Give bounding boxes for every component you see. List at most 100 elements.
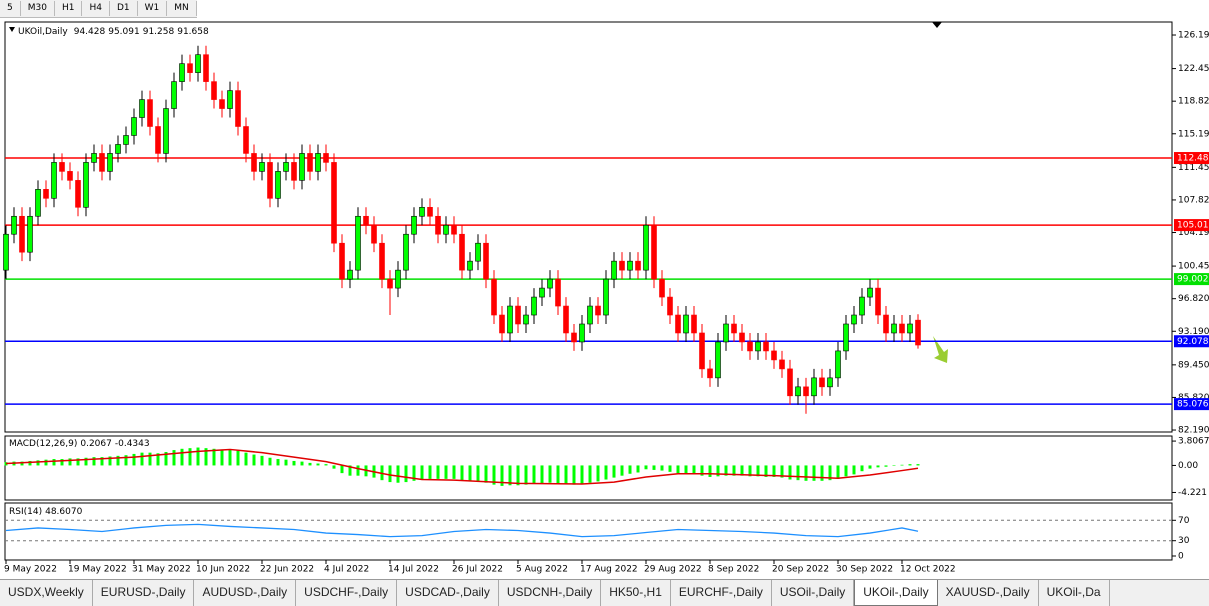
macd-bar (772, 465, 776, 477)
candle-body (43, 189, 49, 199)
timeframe-button[interactable]: M30 (21, 1, 55, 16)
macd-bar (284, 459, 288, 466)
candle-body (883, 314, 889, 334)
candle-body (363, 215, 369, 226)
candle-body (11, 215, 17, 235)
candle-body (123, 135, 129, 145)
chart-tab[interactable]: AUDUSD-,Daily (194, 580, 297, 606)
candle-body (595, 305, 601, 316)
macd-bar (596, 465, 600, 482)
macd-bar (860, 465, 864, 472)
macd-label: MACD(12,26,9) (9, 439, 77, 449)
chart: UKOil,Daily 94.428 95.091 91.258 91.658 MACD… (3, 21, 1209, 575)
arrow-annotation (933, 336, 948, 363)
macd-bar (628, 465, 632, 474)
macd-bar (228, 449, 232, 466)
macd-y-tick-label: -4.221 (1178, 488, 1207, 498)
macd-bar (332, 465, 336, 469)
macd-bar (396, 465, 400, 483)
candle-body (891, 323, 897, 334)
macd-bar (132, 453, 136, 466)
candle-body (459, 233, 465, 271)
chart-tab[interactable]: UKOil-,Da (1039, 580, 1110, 606)
candle-body (659, 278, 665, 298)
candle-body (19, 215, 25, 253)
chart-tab[interactable]: EURCHF-,Daily (671, 580, 772, 606)
macd-bar (252, 454, 256, 466)
chart-tab[interactable]: XAUUSD-,Daily (938, 580, 1039, 606)
macd-bar (572, 465, 576, 485)
candle-body (219, 99, 225, 109)
macd-bar (900, 464, 904, 466)
x-tick-label: 5 Aug 2022 (516, 565, 568, 575)
candle-body (395, 269, 401, 289)
macd-bar (548, 465, 552, 483)
candle-body (899, 323, 905, 334)
macd-bar (732, 465, 736, 476)
macd-bar (84, 457, 88, 466)
chart-tab[interactable]: USOil-,Daily (772, 580, 855, 606)
macd-bar (260, 455, 264, 466)
y-tick-label: 107.820 (1178, 195, 1209, 205)
macd-bar (436, 465, 440, 479)
macd-bar (580, 465, 584, 484)
macd-bar (292, 460, 296, 466)
timeframe-button[interactable]: H1 (55, 1, 83, 16)
macd-bar (276, 459, 280, 466)
level-label-box (1174, 152, 1209, 165)
macd-bar (612, 465, 616, 478)
header-icon (9, 27, 15, 32)
chart-tab[interactable]: USDCNH-,Daily (499, 580, 602, 606)
timeframe-button[interactable]: MN (167, 1, 197, 16)
candle-body (619, 260, 625, 271)
candle-body (267, 162, 273, 199)
timeframe-button[interactable]: H4 (82, 1, 110, 16)
candle-body (611, 260, 617, 280)
chart-tab[interactable]: USDCAD-,Daily (397, 580, 499, 606)
candle-body (227, 90, 233, 109)
macd-bar (756, 465, 760, 477)
rsi-y-tick-label: 70 (1178, 516, 1190, 526)
timeframe-button[interactable]: W1 (138, 1, 168, 16)
candle-body (179, 63, 185, 82)
level-label-box (1174, 219, 1209, 232)
macd-bar (884, 465, 888, 467)
x-tick-label: 20 Sep 2022 (772, 565, 829, 575)
macd-bar (204, 448, 208, 466)
macd-bar (268, 457, 272, 466)
chart-tab[interactable]: UKOil-,Daily (854, 580, 938, 606)
candle-body (299, 153, 305, 181)
chart-tab[interactable]: EURUSD-,Daily (93, 580, 195, 606)
candle-body (187, 63, 193, 73)
candle-body (379, 242, 385, 280)
macd-bar (620, 465, 624, 476)
candle-body (499, 314, 505, 334)
candle-body (83, 162, 89, 208)
candle-body (203, 54, 209, 82)
candle-body (347, 269, 353, 280)
timeframe-button[interactable]: D1 (110, 1, 138, 16)
macd-bar (452, 465, 456, 479)
timeframe-button[interactable]: 5 (0, 1, 21, 16)
timeframe-toolbar: 5 M30 H1 H4 D1 W1 MN (0, 0, 197, 18)
macd-bar (52, 459, 56, 466)
macd-value: 0.2067 (80, 439, 112, 449)
candle-body (747, 341, 753, 352)
candle-body (291, 162, 297, 181)
chart-tab[interactable]: HK50-,H1 (601, 580, 671, 606)
candle-body (675, 314, 681, 334)
chart-tab[interactable]: USDCHF-,Daily (296, 580, 398, 606)
level-label: 92.078 (1177, 337, 1209, 347)
level-label: 85.076 (1177, 400, 1209, 410)
candle-body (699, 332, 705, 370)
chart-tab[interactable]: USDX,Weekly (0, 580, 93, 606)
macd-header: MACD(12,26,9) 0.2067 -0.4343 (9, 439, 150, 449)
candle-body (411, 215, 417, 235)
macd-bar (44, 459, 48, 466)
rsi-line (5, 523, 919, 538)
macd-bar (340, 465, 344, 474)
x-tick-label: 22 Jun 2022 (260, 565, 314, 575)
candle-body (235, 90, 241, 127)
candle-body (835, 350, 841, 379)
candle-body (131, 117, 137, 136)
